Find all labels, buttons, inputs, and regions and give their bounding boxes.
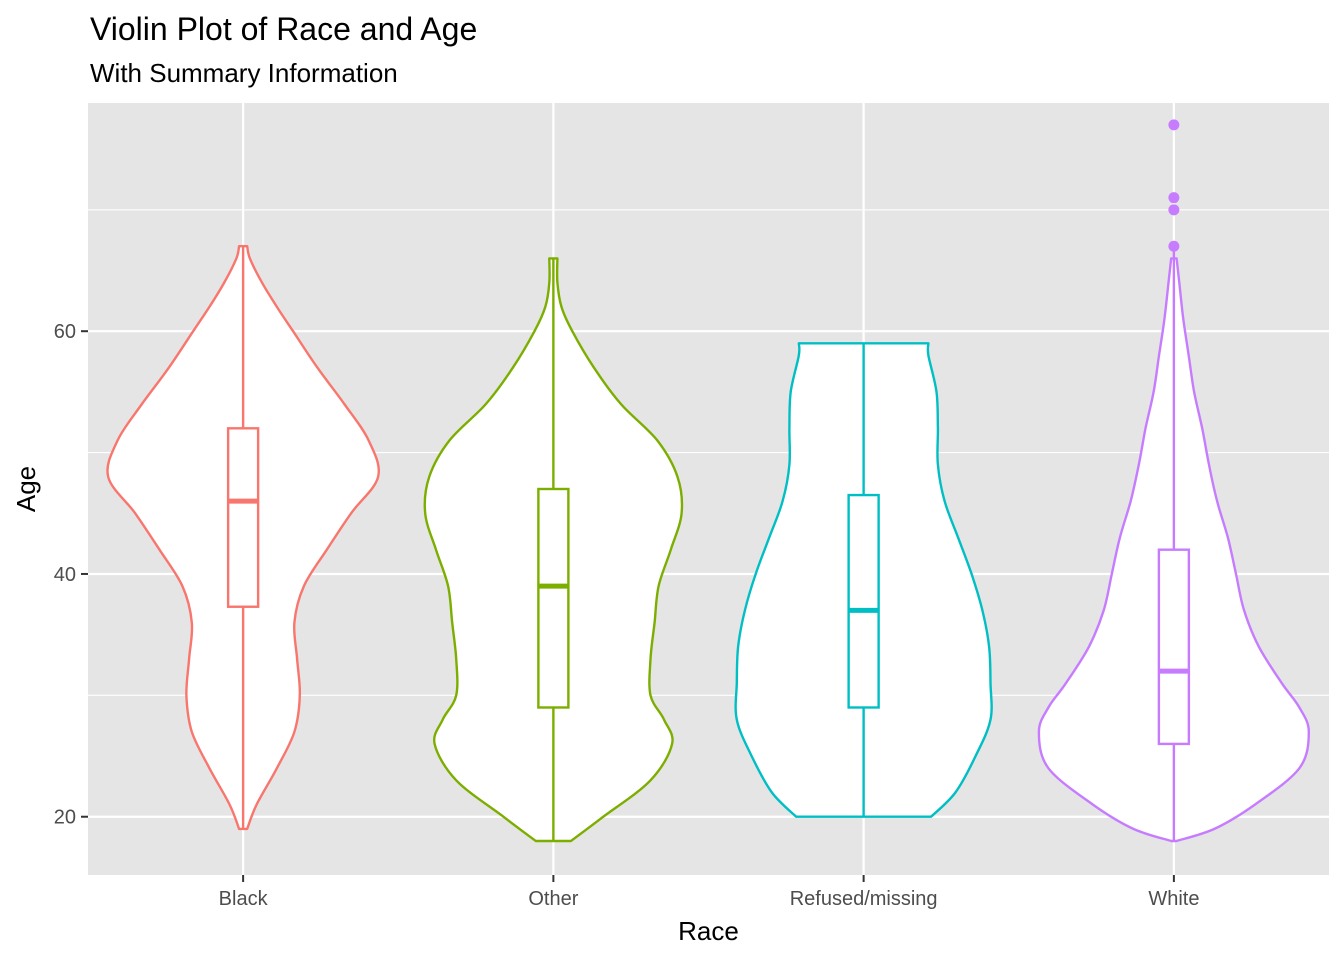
boxplots xyxy=(226,119,1191,842)
box xyxy=(537,487,570,709)
box xyxy=(847,493,880,709)
outlier-point xyxy=(1168,119,1180,131)
y-tick-label: 60 xyxy=(54,321,76,343)
y-tick-label: 20 xyxy=(54,807,76,829)
y-axis: 20 40 60 xyxy=(54,321,88,829)
outlier-point xyxy=(1168,204,1180,216)
box xyxy=(1157,548,1191,746)
y-tick-label: 40 xyxy=(54,564,76,586)
x-tick-label: Other xyxy=(528,888,578,910)
chart-subtitle: With Summary Information xyxy=(90,58,398,88)
outlier-point xyxy=(1168,192,1180,204)
x-axis: Black Other Refused/missing White xyxy=(219,875,1199,910)
outlier-point xyxy=(1168,240,1180,252)
box xyxy=(226,427,260,608)
x-axis-title: Race xyxy=(678,916,739,946)
x-tick-label: Refused/missing xyxy=(790,888,938,910)
x-tick-label: Black xyxy=(219,888,269,910)
y-axis-title: Age xyxy=(11,466,41,512)
chart-title: Violin Plot of Race and Age xyxy=(90,11,477,47)
x-tick-label: White xyxy=(1148,888,1199,910)
